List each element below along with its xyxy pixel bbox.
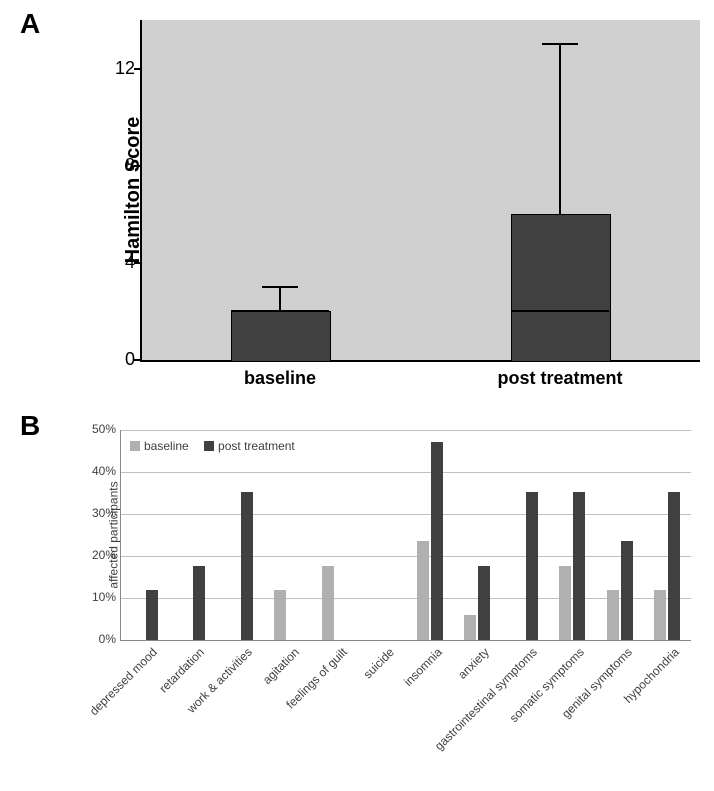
plot-b-ytick: 40% [78,464,116,478]
panel-a-label: A [20,8,40,40]
plot-b-ylabel: affected participants [107,481,121,588]
plot-b-gridline [121,514,691,515]
figure: A Hamilton Score 0 4 8 12 baseline post treat… [0,0,714,791]
boxplot-whisker [559,44,561,214]
legend-label-post: post treatment [218,439,295,453]
plot-b-gridline [121,472,691,473]
plot-a-ytick-mark [134,262,140,264]
plot-a-ytick-mark [134,359,140,361]
plot-b-legend: baseline post treatment [130,438,307,453]
plot-a-ytick-mark [134,165,140,167]
plot-b-ytick: 0% [78,632,116,646]
bar-post-treatment [573,492,585,640]
plot-b-gridline [121,598,691,599]
plot-a-ytick: 4 [100,252,135,273]
plot-a-ytick: 12 [100,58,135,79]
boxplot-median [511,310,609,312]
boxplot-box [511,214,611,362]
plot-b-gridline [121,430,691,431]
bar-baseline [417,541,429,640]
legend-label-baseline: baseline [144,439,189,453]
boxplot-whisker-cap [542,43,577,45]
plot-a-ytick: 0 [100,349,135,370]
bar-baseline [654,590,666,640]
plot-b-gridline [121,556,691,557]
boxplot-whisker-cap [262,286,297,288]
boxplot-whisker [279,287,281,311]
bar-post-treatment [526,492,538,640]
plot-a-background [140,20,700,360]
bar-post-treatment [241,492,253,640]
plot-a-ylabel: Hamilton Score [122,117,145,264]
plot-a-xaxis [140,360,700,362]
plot-b-ytick: 50% [78,422,116,436]
bar-baseline [322,566,334,640]
bar-post-treatment [193,566,205,640]
legend-swatch-baseline [130,441,140,451]
plot-a-ytick: 8 [100,155,135,176]
panel-b-label: B [20,410,40,442]
legend-swatch-post [204,441,214,451]
plot-b-area [120,430,691,641]
plot-a-xcategory: baseline [180,368,380,389]
boxplot-box [231,311,331,362]
bar-post-treatment [478,566,490,640]
plot-a-ytick-mark [134,68,140,70]
plot-b-ytick: 10% [78,590,116,604]
bar-baseline [559,566,571,640]
bar-post-treatment [621,541,633,640]
bar-post-treatment [431,442,443,640]
bar-baseline [607,590,619,640]
bar-baseline [274,590,286,640]
panel-a-boxplot: Hamilton Score 0 4 8 12 baseline post treatme… [60,20,700,390]
bar-post-treatment [146,590,158,640]
bar-baseline [464,615,476,640]
panel-b-barchart: affected participants baseline post trea… [60,420,700,780]
plot-b-ytick: 20% [78,548,116,562]
plot-b-ytick: 30% [78,506,116,520]
bar-post-treatment [668,492,680,640]
plot-a-xcategory: post treatment [460,368,660,389]
